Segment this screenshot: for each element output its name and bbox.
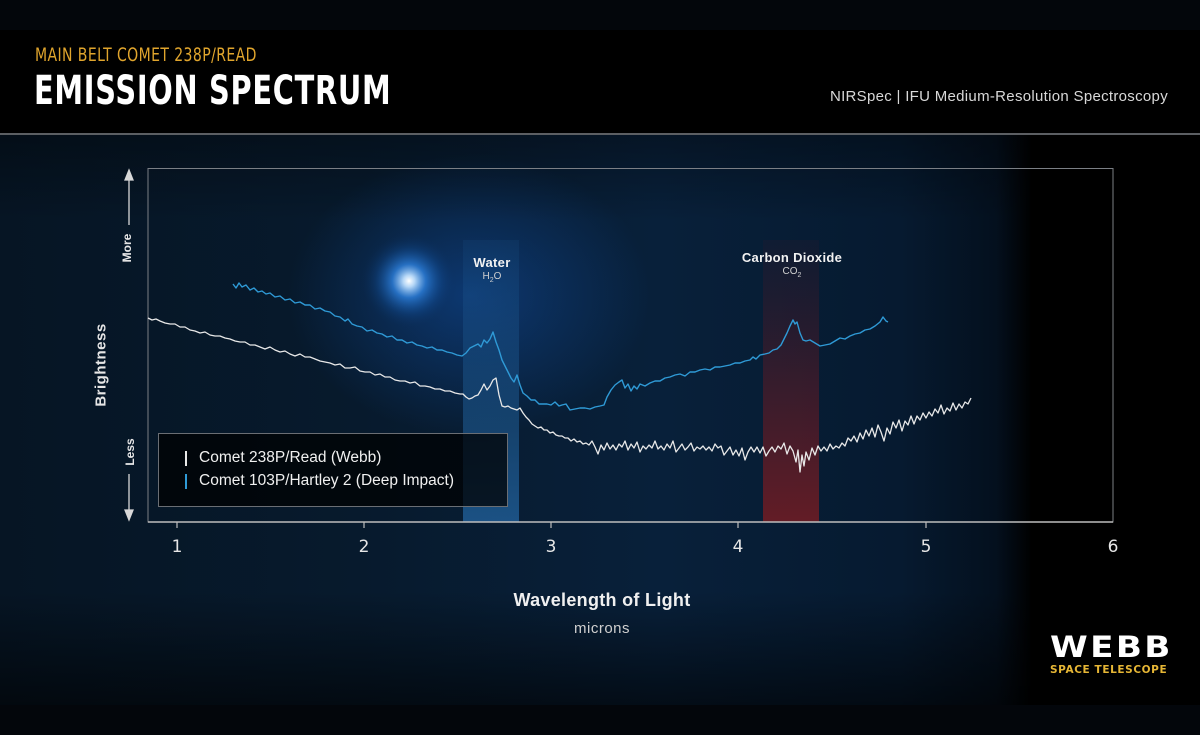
legend-swatch-white (185, 450, 187, 466)
chart-background-fade (0, 135, 1200, 705)
legend-swatch-blue (185, 473, 187, 489)
y-axis-more-label: More (120, 233, 134, 263)
x-tick-5: 5 (920, 537, 932, 557)
water-formula: H2O (473, 271, 510, 284)
x-tick-1: 1 (171, 537, 183, 557)
y-axis-label: Brightness (92, 323, 110, 407)
series-238p-read-line (147, 317, 972, 473)
header-divider (0, 133, 1200, 135)
co2-annotation: Carbon Dioxide CO2 (742, 250, 842, 279)
x-tick-3: 3 (545, 537, 557, 557)
series-hartley2-line (232, 282, 889, 411)
y-axis-arrows (124, 168, 134, 522)
comet-image-glow (361, 233, 457, 329)
co2-label: Carbon Dioxide (741, 250, 843, 265)
logo-subtitle: SPACE TELESCOPE (1050, 664, 1168, 676)
legend-label: Comet 238P/Read (Webb) (199, 449, 382, 466)
co2-formula-sub: 2 (797, 272, 802, 279)
logo-wordmark: WEBB (1050, 630, 1173, 664)
water-label: Water (473, 255, 511, 270)
arrow-up-icon (124, 168, 134, 181)
eyebrow-title: MAIN BELT COMET 238P/READ (35, 44, 257, 66)
x-axis-unit: microns (573, 620, 631, 637)
infographic: MAIN BELT COMET 238P/READ EMISSION SPECT… (0, 30, 1200, 705)
water-formula-main: H (482, 271, 490, 282)
arrow-down-icon (124, 509, 134, 522)
x-tick-2: 2 (358, 537, 370, 557)
webb-logo: WEBB SPACE TELESCOPE (1050, 633, 1170, 677)
chart-legend: Comet 238P/Read (Webb) Comet 103P/Hartle… (158, 433, 508, 507)
page-title: EMISSION SPECTRUM (34, 68, 392, 114)
y-axis-less-label: Less (123, 438, 137, 466)
x-tick-6: 6 (1107, 537, 1119, 557)
co2-band (763, 240, 819, 522)
x-axis-ticks (176, 522, 927, 528)
legend-label: Comet 103P/Hartley 2 (Deep Impact) (199, 472, 454, 489)
legend-item-hartley2: Comet 103P/Hartley 2 (Deep Impact) (185, 472, 454, 490)
legend-item-238p-read: Comet 238P/Read (Webb) (185, 449, 381, 467)
co2-formula: CO2 (742, 266, 842, 279)
instrument-label: NIRSpec | IFU Medium-Resolution Spectros… (829, 88, 1168, 105)
x-tick-4: 4 (732, 537, 744, 557)
water-formula-end: O (493, 271, 502, 282)
letterbox-top (0, 0, 1200, 30)
letterbox-bottom (0, 705, 1200, 735)
water-formula-sub: 2 (489, 277, 494, 284)
header: MAIN BELT COMET 238P/READ EMISSION SPECT… (0, 30, 1200, 135)
water-annotation: Water H2O (473, 255, 510, 284)
x-axis-label: Wavelength of Light (513, 590, 691, 610)
co2-formula-main: CO (782, 266, 798, 277)
